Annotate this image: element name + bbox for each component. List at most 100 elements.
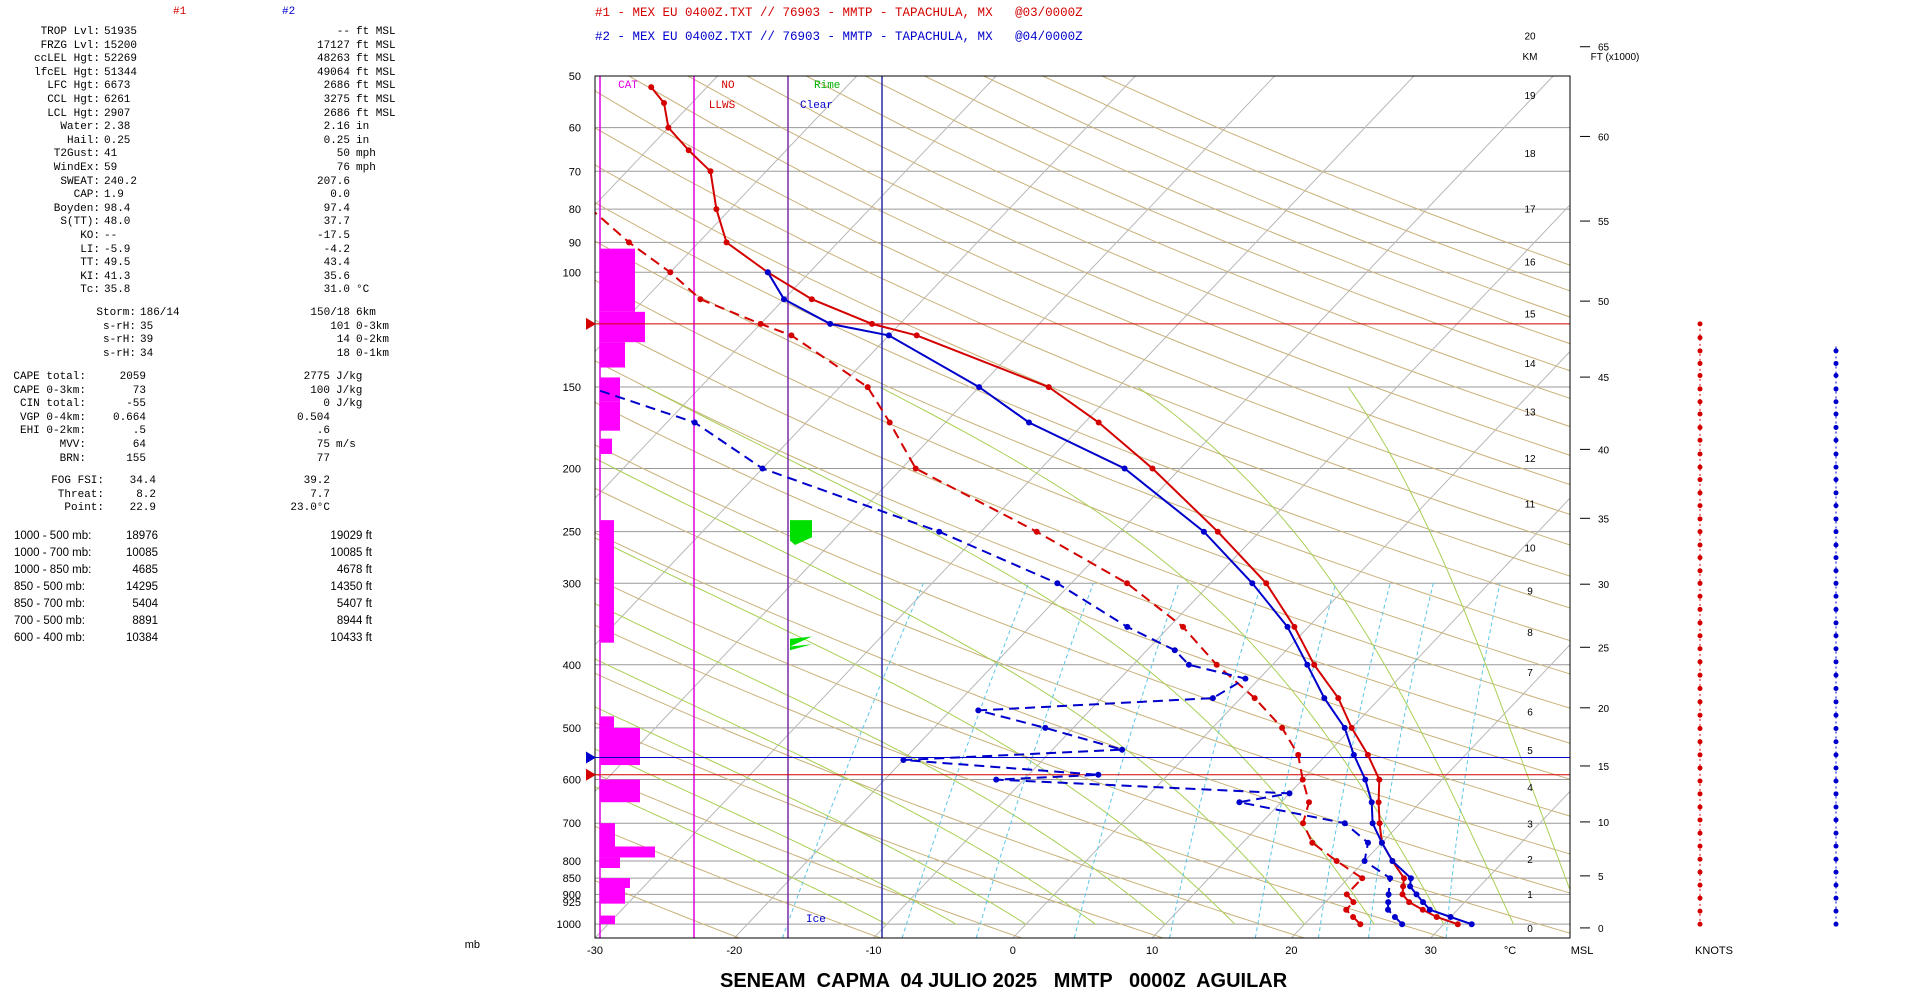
isotherm-line <box>733 76 1554 938</box>
sounding-2-temperature-point <box>976 384 983 391</box>
sounding-2-dewpoint-point <box>1385 891 1392 898</box>
indices-value-1: 59 <box>104 162 118 174</box>
sounding-2-temperature-point <box>1420 899 1426 906</box>
indices-value-1: 240.2 <box>104 175 138 188</box>
sounding-1-dewpoint-point <box>554 125 560 131</box>
indices-value-2: 0.0 <box>330 189 350 202</box>
indices-value-1: 98.4 <box>104 202 131 215</box>
sounding-2-dewpoint-point <box>759 465 766 472</box>
moist-adiabat-line <box>595 457 1305 925</box>
sounding-1-temperature-point <box>869 320 875 327</box>
sounding-1-dewpoint-point <box>1300 820 1306 827</box>
moist-adiabat-line <box>595 658 1096 925</box>
sounding-1-temperature-point <box>665 124 672 131</box>
no-label: NO <box>721 80 735 92</box>
wind-1-point <box>1697 424 1703 430</box>
knots-label: KNOTS <box>1695 945 1733 957</box>
sounding-2-dewpoint-point <box>993 776 1000 783</box>
thickness-value-1: 5404 <box>132 598 158 610</box>
indices-unit: ft MSL <box>356 26 396 38</box>
energy-unit: J/kg <box>336 398 363 411</box>
sounding-2-dewpoint-point <box>1095 771 1102 778</box>
sounding-1-temperature-point <box>1406 899 1413 906</box>
wind-2-point <box>1833 606 1839 612</box>
icing-clear-mark <box>790 520 812 545</box>
fog-value-1: 34.4 <box>129 475 156 487</box>
indices-value-1: 2907 <box>104 107 131 120</box>
sounding-1-dewpoint-point <box>757 320 764 327</box>
wind-2-point <box>1833 411 1839 417</box>
km-tick-label: 9 <box>1527 586 1533 597</box>
cat-turbulence-bar <box>600 887 625 904</box>
wind-2-point <box>1833 348 1839 354</box>
msl-label: MSL <box>1571 945 1594 957</box>
sounding-2-dewpoint-point <box>975 707 982 714</box>
thickness-label: 700 - 500 mb: <box>14 615 85 627</box>
energy-value-2: 77 <box>316 452 330 465</box>
indices-value-1: 41 <box>104 148 118 161</box>
indices-value-2: 48263 <box>316 53 350 66</box>
ft-tick-label: 45 <box>1598 373 1610 384</box>
sounding-2-dewpoint-point <box>1361 858 1368 864</box>
indices-label: WindEx: <box>53 162 100 174</box>
wind-2-point <box>1833 593 1839 599</box>
wind-1-point <box>1697 529 1703 535</box>
thickness-label: 1000 - 850 mb: <box>14 564 92 576</box>
sounding-1-temperature-point <box>1399 891 1406 898</box>
energy-value-1: 2059 <box>119 371 146 383</box>
dry-adiabat-line <box>595 164 1570 577</box>
storm-label: s-rH: <box>102 320 136 333</box>
indices-value-1: 49.5 <box>104 257 131 270</box>
sounding-1-temperature-point <box>1263 580 1270 587</box>
pressure-tick-label: 100 <box>563 267 581 279</box>
fog-value-2: 7.7 <box>310 488 330 501</box>
wind-1-point <box>1697 843 1703 849</box>
indices-value-1: 51344 <box>104 66 138 79</box>
sounding-1-dewpoint-point <box>1213 661 1220 668</box>
sounding-2-dewpoint-point <box>1387 875 1394 882</box>
isotherm-line <box>595 76 718 206</box>
thickness-label: 1000 - 700 mb: <box>14 547 92 559</box>
indices-unit: ft MSL <box>356 80 396 93</box>
sounding-1-temperature-point <box>1401 875 1407 882</box>
sounding-1-dewpoint-point <box>1343 891 1350 898</box>
wind-2-point <box>1833 372 1839 378</box>
indices-value-2: 17127 <box>316 39 350 52</box>
wind-1-point <box>1697 791 1703 797</box>
km-tick-label: 2 <box>1527 855 1533 866</box>
sounding-2-dewpoint-point <box>1399 921 1406 928</box>
column-1-header: #1 <box>173 6 187 18</box>
km-tick-label: 19 <box>1524 91 1536 102</box>
sounding-2-dewpoint-point <box>1042 724 1049 731</box>
sounding-2-temperature-point <box>1026 419 1032 426</box>
wind-2-point <box>1833 712 1839 718</box>
sounding-1-temperature-point <box>1348 724 1355 731</box>
wind-2-point <box>1833 451 1839 457</box>
sounding-1-dewpoint-point <box>864 384 871 391</box>
sounding-1-temperature-point <box>808 296 815 303</box>
indices-value-1: 51935 <box>104 26 138 38</box>
storm-value-2: 14 <box>336 334 350 347</box>
sounding-1-temperature-point <box>1400 883 1407 890</box>
ft-tick-label: 40 <box>1598 445 1610 456</box>
moist-adiabat-line <box>595 706 1027 925</box>
storm-value-1: 34 <box>140 347 154 360</box>
indices-value-1: 48.0 <box>104 216 131 229</box>
storm-label: Storm: <box>96 307 136 319</box>
sounding-2-temperature-point <box>885 332 892 339</box>
energy-value-2: 0 <box>323 398 330 411</box>
sounding-2-dewpoint-point <box>1209 695 1216 702</box>
sounding-1-dewpoint-point <box>1357 921 1364 928</box>
thickness-value-2: 10085 ft <box>330 547 372 559</box>
moist-adiabat-line <box>595 603 1166 925</box>
sounding-1-dewpoint-point <box>1033 528 1040 535</box>
ft-axis-title: FT (x1000) <box>1591 52 1640 63</box>
sounding-2-dewpoint-point <box>1341 820 1348 827</box>
ft-tick-label: 65 <box>1598 43 1610 54</box>
indices-value-2: 2686 <box>323 107 350 120</box>
wind-1-point <box>1697 659 1703 665</box>
indices-label: LCL Hgt: <box>47 107 100 120</box>
indices-label: Hail: <box>66 134 100 147</box>
storm-unit: 0-3km <box>356 320 390 333</box>
